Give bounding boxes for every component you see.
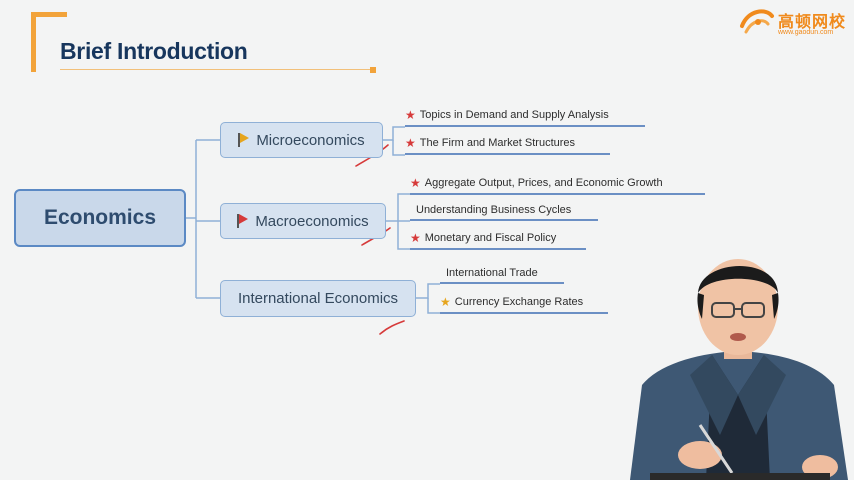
branch-macroeconomics: Macroeconomics	[220, 203, 386, 239]
gaodun-logo-icon	[740, 9, 774, 34]
leaf-currency-exchange: ★ Currency Exchange Rates	[440, 295, 608, 314]
leaf-monetary-fiscal: ★ Monetary and Fiscal Policy	[410, 231, 586, 250]
leaf-international-trade: International Trade	[440, 267, 564, 284]
presenter-video	[630, 259, 848, 480]
title-bracket-vertical	[31, 12, 36, 72]
branch-international-economics: International Economics	[220, 280, 416, 317]
star-icon: ★	[405, 108, 416, 122]
star-icon: ★	[440, 295, 451, 309]
title-bracket-horizontal	[31, 12, 67, 17]
star-icon: ★	[410, 176, 421, 190]
page-title: Brief Introduction	[60, 38, 248, 64]
leaf-aggregate-output: ★ Aggregate Output, Prices, and Economic…	[410, 176, 705, 195]
flag-icon	[238, 133, 250, 147]
branch-label: Macroeconomics	[255, 212, 369, 230]
logo-name: 高顿网校	[778, 14, 847, 31]
mindmap-root: Economics	[14, 189, 186, 247]
flag-icon	[237, 214, 249, 228]
logo-url: www.gaodun.com	[778, 29, 834, 36]
leaf-business-cycles: Understanding Business Cycles	[410, 204, 598, 221]
branch-label: International Economics	[237, 290, 399, 307]
leaf-firm-market: ★ The Firm and Market Structures	[405, 136, 610, 155]
title-underline-dot	[370, 67, 376, 73]
branch-label: Microeconomics	[256, 131, 365, 149]
star-icon: ★	[410, 231, 421, 245]
branch-microeconomics: Microeconomics	[220, 122, 383, 158]
title-underline	[60, 69, 372, 70]
star-icon: ★	[405, 136, 416, 150]
leaf-demand-supply: ★ Topics in Demand and Supply Analysis	[405, 108, 645, 127]
